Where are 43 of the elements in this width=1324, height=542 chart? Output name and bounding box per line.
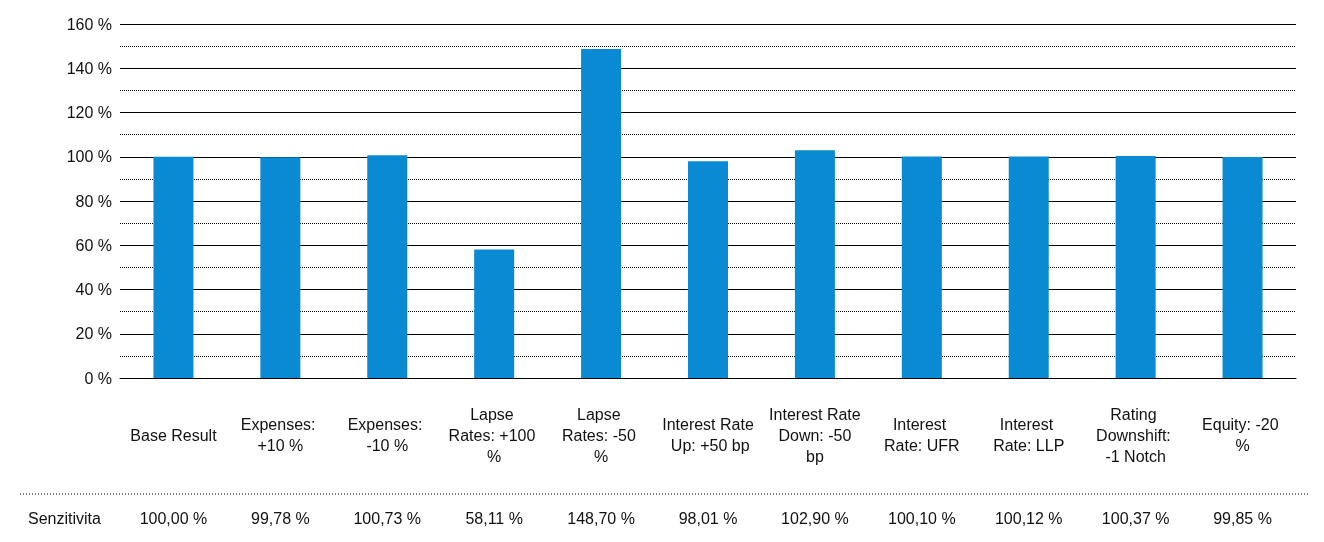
x-tick-label: Interest Rate: LLP <box>993 416 1065 454</box>
data-label: 99,85 % <box>1213 509 1272 527</box>
y-tick-label: 100 % <box>66 148 112 166</box>
bar <box>688 161 728 378</box>
bar <box>1008 156 1049 378</box>
y-tick-label: 60 % <box>75 236 112 254</box>
x-tick-label: Interest Rate Up: +50 bp <box>662 416 754 454</box>
data-label: 99,78 % <box>251 509 310 527</box>
x-tick-label: Interest Rate: UFR <box>884 416 960 454</box>
bar <box>794 150 835 378</box>
y-tick-label: 0 % <box>84 369 112 387</box>
bar <box>474 249 515 378</box>
y-tick-label: 140 % <box>66 59 112 77</box>
bar <box>1222 157 1263 378</box>
y-tick-label: 40 % <box>75 281 112 298</box>
x-tick-label: Equity: -20 % <box>1202 416 1284 454</box>
x-tick-label: Lapse Rates: -50 % <box>561 405 641 465</box>
data-label: 100,73 % <box>353 509 422 527</box>
data-label: 100,00 % <box>139 509 208 527</box>
bar <box>367 155 408 378</box>
x-tick-label: Interest Rate Down: -50 bp <box>769 405 861 465</box>
data-label: 58,11 % <box>465 509 523 527</box>
data-label: 100,37 % <box>1101 509 1170 527</box>
x-tick-label: Lapse Rates: +100 % <box>448 405 540 465</box>
bar <box>260 157 301 378</box>
x-tick-label: Base Result <box>130 426 218 444</box>
y-tick-label: 20 % <box>75 325 112 343</box>
bar <box>153 156 194 378</box>
data-label: 100,12 % <box>994 509 1063 527</box>
bar <box>901 156 942 378</box>
x-tick-label: Rating Downshift: -1 Notch <box>1096 405 1176 465</box>
y-tick-label: 120 % <box>66 104 112 121</box>
bar <box>581 49 622 378</box>
x-tick-label: Expenses: -10 % <box>347 416 427 454</box>
data-label: 148,70 % <box>567 509 635 527</box>
bar <box>1115 155 1156 378</box>
x-tick-label: Expenses: +10 % <box>240 416 320 454</box>
text: Senzitivita <box>28 509 102 527</box>
data-label: 98,01 % <box>678 509 738 527</box>
data-label: 100,10 % <box>888 509 956 527</box>
y-tick-label: 80 % <box>75 192 112 210</box>
data-label: 102,90 % <box>781 509 849 527</box>
y-tick-label: 160 % <box>66 15 112 33</box>
